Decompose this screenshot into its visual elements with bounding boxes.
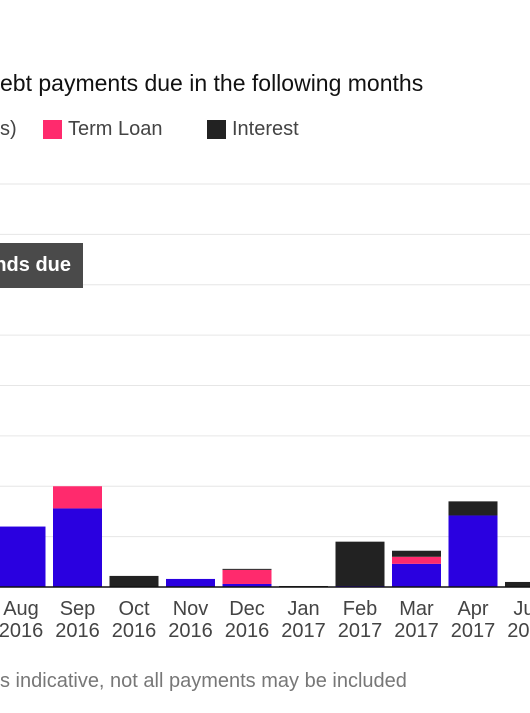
bar-segment-interest [222, 568, 272, 570]
legend-paren: s) [0, 118, 17, 140]
x-tick-label-year: 2016 [225, 620, 270, 642]
x-tick-label-year: 2017 [394, 620, 439, 642]
x-tick-label-year: 2016 [0, 620, 43, 642]
stacked-bar-chart: Aug2016Sep2016Oct2016Nov2016Dec2016Jan20… [0, 183, 530, 642]
x-tick-label-month: Apr [457, 598, 488, 620]
bar-segment-interest [109, 575, 159, 587]
x-tick-label-month: Jun [513, 598, 530, 620]
bar-segment-interest [448, 501, 498, 516]
bar-segment-bonds [448, 515, 498, 587]
x-tick-label-year: 2016 [55, 620, 100, 642]
bar-segment-bonds [222, 583, 272, 587]
x-tick-label-year: 2017 [281, 620, 326, 642]
bar-segment-bonds [392, 563, 441, 587]
x-tick-label-month: Aug [3, 598, 39, 620]
bar-segment-term_loan [392, 556, 441, 564]
legend-item-interest: Interest [207, 118, 299, 141]
legend: s) Term Loan Interest [0, 118, 530, 144]
chart-title: ebt payments due in the following months [0, 70, 424, 96]
legend-label-term-loan: Term Loan [68, 118, 163, 140]
x-tick-label-month: Dec [229, 598, 265, 620]
x-tick-label-month: Oct [118, 598, 150, 620]
bar-segment-interest [335, 541, 385, 586]
bar-segment-interest [505, 581, 530, 587]
footnote: s indicative, not all payments may be in… [0, 670, 407, 692]
bar-segment-interest [392, 550, 441, 557]
x-tick-label-year: 2016 [112, 620, 157, 642]
x-tick-label-year: 2016 [168, 620, 213, 642]
bonds-due-badge: nds due [0, 243, 83, 288]
bar-segment-bonds [53, 508, 102, 587]
bar-segment-bonds [166, 578, 215, 587]
bar-segment-term_loan [53, 486, 102, 509]
legend-label-interest: Interest [232, 118, 299, 140]
x-tick-label-month: Mar [399, 598, 434, 620]
bar-segment-term_loan [222, 569, 272, 584]
x-tick-label-month: Jan [287, 598, 319, 620]
x-tick-label-year: 2017 [451, 620, 496, 642]
x-tick-label-year: 2017 [507, 620, 530, 642]
x-tick-label-month: Feb [343, 598, 377, 620]
x-tick-label-month: Sep [60, 598, 96, 620]
x-tick-label-month: Nov [173, 598, 209, 620]
bar-segment-bonds [0, 526, 46, 587]
legend-item-term-loan: Term Loan [43, 118, 163, 141]
legend-swatch-term-loan [43, 120, 62, 139]
x-tick-label-year: 2017 [338, 620, 383, 642]
legend-swatch-interest [207, 120, 226, 139]
